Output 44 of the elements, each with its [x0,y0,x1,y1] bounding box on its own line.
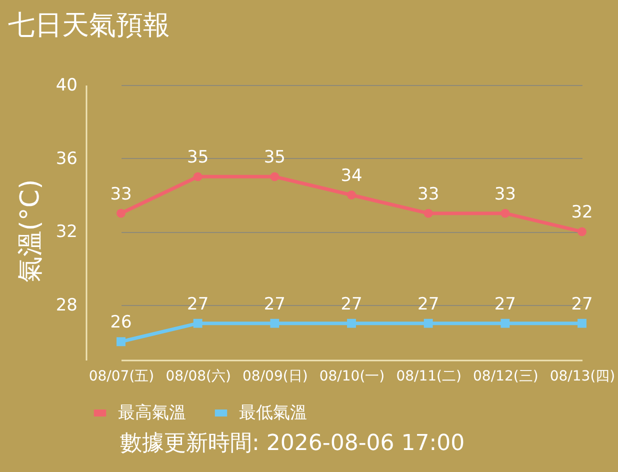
data-label: 27 [418,294,440,314]
data-label: 27 [494,294,516,314]
legend-label: 最低氣溫 [239,403,307,423]
x-tick-label: 08/11(二) [396,368,462,384]
point [270,172,280,182]
y-tick-label: 36 [56,148,78,169]
point [424,318,433,328]
point [270,318,280,328]
data-label: 33 [418,184,440,204]
data-label: 32 [571,202,593,223]
data-label: 26 [110,312,132,333]
x-tick-label: 08/08(六) [166,368,231,384]
x-tick-label: 08/10(一) [319,368,385,384]
point [578,227,586,236]
data-label: 27 [264,294,286,314]
y-tick-label: 40 [56,76,78,96]
text: 數據更新時間: 2026-08-06 17:00 [120,431,465,456]
legend-label: 最高氣溫 [118,403,186,423]
data-label: 27 [187,294,209,314]
point [193,172,202,182]
point [347,318,356,328]
x-tick-label: 08/12(三) [473,368,538,384]
data-label: 35 [187,148,209,168]
chart-title: 七日天氣預報 [8,10,170,41]
point [424,208,433,218]
x-tick-label: 08/07(五) [88,368,154,384]
y-tick-label: 32 [56,222,78,242]
x-tick-label: 08/13(四) [550,368,616,384]
data-label: 33 [110,184,132,204]
point [500,208,510,218]
point [578,318,586,328]
point [116,208,126,218]
x-tick-label: 08/09(日) [242,368,308,384]
point [500,318,510,328]
data-label: 33 [494,184,516,204]
point [347,190,356,200]
y-tick-label: 28 [56,296,78,316]
point [116,337,126,346]
data-label: 27 [571,294,593,314]
y-axis-title: 氣溫(°C) [16,179,46,283]
data-label: 34 [340,166,362,186]
data-label: 35 [264,148,286,168]
data-label: 27 [340,294,362,314]
point [193,318,202,328]
